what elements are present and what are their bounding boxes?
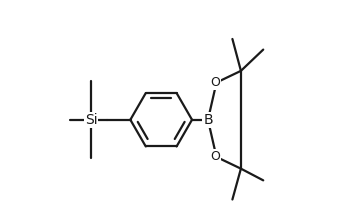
Text: Si: Si [85,113,97,127]
Text: O: O [210,150,220,163]
Text: O: O [210,76,220,89]
Text: B: B [203,113,213,127]
